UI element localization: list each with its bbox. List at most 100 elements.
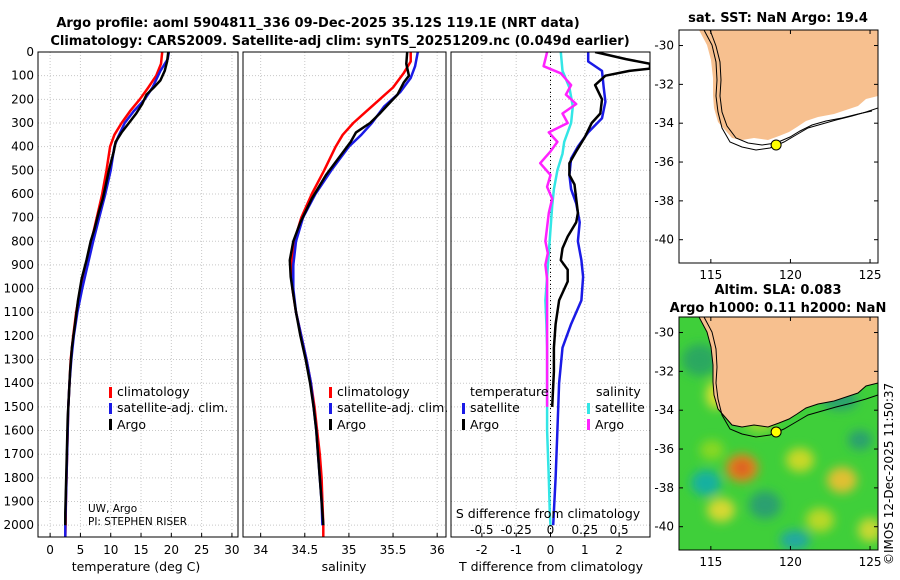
sla-map-coastline [698,317,878,428]
sla-blob [780,530,810,550]
lon-tick-label: 125 [859,268,882,282]
legend-title-temperature: temperature [470,384,549,399]
x-tick-label: -1 [510,543,522,557]
y-tick-label: 2000 [3,518,34,532]
x-tick-label: 15 [133,543,148,557]
sst-map: sat. SST: NaN Argo: 19.4 -30 -32 -34 -36 -38… [654,11,881,282]
salinity-grid [243,51,446,537]
s-tick-label: -0.5 [470,523,493,537]
legend-label-climatology: climatology [117,384,190,399]
difference-axes-frame [450,51,651,538]
sst-map-frame [678,29,879,264]
lon-tick-label: 120 [779,555,802,569]
y-tick-label: 300 [11,116,34,130]
lat-tick-label: -40 [654,520,674,534]
lon-tick-label: 120 [779,268,802,282]
y-tick-label: 600 [11,187,34,201]
lat-tick-label: -40 [654,233,674,247]
legend-mark-satellite [109,403,112,414]
lat-tick-label: -38 [654,194,674,208]
credit-line2: PI: STEPHEN RISER [88,516,187,528]
sst-map-argo-float [770,139,782,151]
sla-map-shelf-contour [703,317,878,438]
sla-blob [786,448,814,472]
legend-label-argo: Argo [337,417,366,432]
salinity-axes-frame [242,51,447,538]
lon-tick-label: 115 [699,555,722,569]
sst-map-shelf-contour [703,30,878,151]
lat-tick-label: -30 [654,326,674,340]
temperature-lines [64,52,171,537]
legend-mark-t-satellite [462,403,465,414]
lat-tick-label: -32 [654,364,674,378]
pressure-tick-labels: 0 100 200 300 400 500 600 700 800 900 1000 1100 1200… [3,45,34,532]
s-tick-label: 0.5 [610,523,629,537]
lat-tick-label: -36 [654,155,674,169]
y-tick-label: 100 [11,69,34,83]
x-tick-label: -2 [476,543,488,557]
lon-tick-label: 115 [699,268,722,282]
sla-blob [700,440,724,460]
y-tick-label: 400 [11,140,34,154]
s-tick-label: 0 [547,523,555,537]
sla-blob [682,344,718,376]
x-tick-label: 35 [341,543,356,557]
figure-title-line1: Argo profile: aoml 5904811_336 09-Dec-20… [56,16,579,31]
y-tick-label: 0 [26,45,34,59]
legend-label-t-satellite: satellite [470,400,520,415]
x-tick-label: 0 [547,543,555,557]
s-tick-label: 0.25 [571,523,598,537]
legend-mark-s-satellite [587,403,590,414]
salinity-legend: climatology satellite-adj. clim. Argo [329,384,448,432]
sst-map-title: sat. SST: NaN Argo: 19.4 [688,11,868,26]
x-tick-label: 5 [77,543,85,557]
series-line-s-argo [538,52,578,407]
sla-map-lon-labels: 115 120 125 [699,317,881,569]
sla-map-argo-float [770,426,782,438]
sla-map-title-line2: Argo h1000: 0.11 h2000: NaN [670,301,887,316]
y-tick-label: 900 [11,258,34,272]
sla-map: Altim. SLA: 0.083 Argo h1000: 0.11 h2000… [654,283,886,569]
y-tick-label: 200 [11,92,34,106]
x-tick-label: 25 [194,543,209,557]
legend-label-climatology: climatology [337,384,410,399]
salinity-axis-label: salinity [322,559,367,574]
legend-label-s-argo: Argo [595,417,624,432]
difference-panel: -2 -1 0 1 2 -0.5 -0.25 0 0.25 0.5 S difference f… [450,51,651,574]
t-difference-axis-label: T difference from climatology [458,559,644,574]
series-line-climatology [290,52,412,537]
legend-mark-climatology [109,387,112,398]
x-tick-label: 35.5 [380,543,407,557]
y-tick-label: 1700 [3,447,34,461]
x-tick-label: 2 [615,543,623,557]
lon-tick-label: 125 [859,555,882,569]
y-tick-label: 1600 [3,424,34,438]
y-tick-label: 1900 [3,495,34,509]
y-tick-label: 1200 [3,329,34,343]
sla-blob [734,461,750,475]
sst-map-shelf-contour-2 [709,30,873,146]
x-tick-label: 0 [46,543,54,557]
s-difference-tick-labels: -0.5 -0.25 0 0.25 0.5 [470,523,628,537]
temperature-axis-label: temperature (deg C) [72,559,201,574]
sla-blob [749,491,781,519]
sla-blob [858,518,878,542]
temperature-legend: climatology satellite-adj. clim. Argo [109,384,228,432]
sst-map-lat-labels: -30 -32 -34 -36 -38 -40 [654,39,878,247]
salinity-tick-labels: 34 34.5 35 35.5 36 [253,543,445,557]
x-tick-label: 36 [430,543,445,557]
sla-blob [707,498,735,522]
difference-legend: temperature satellite Argo salinity sate… [462,384,645,432]
lat-tick-label: -32 [654,77,674,91]
legend-mark-argo [109,419,112,430]
legend-mark-climatology [329,387,332,398]
salinity-lines [288,52,420,537]
temperature-grid [38,51,238,537]
x-tick-label: 20 [164,543,179,557]
series-line-t-argo [550,52,650,407]
s-tick-label: -0.25 [501,523,532,537]
legend-mark-t-argo [462,419,465,430]
legend-title-salinity: salinity [596,384,641,399]
series-line-argo [64,52,170,526]
